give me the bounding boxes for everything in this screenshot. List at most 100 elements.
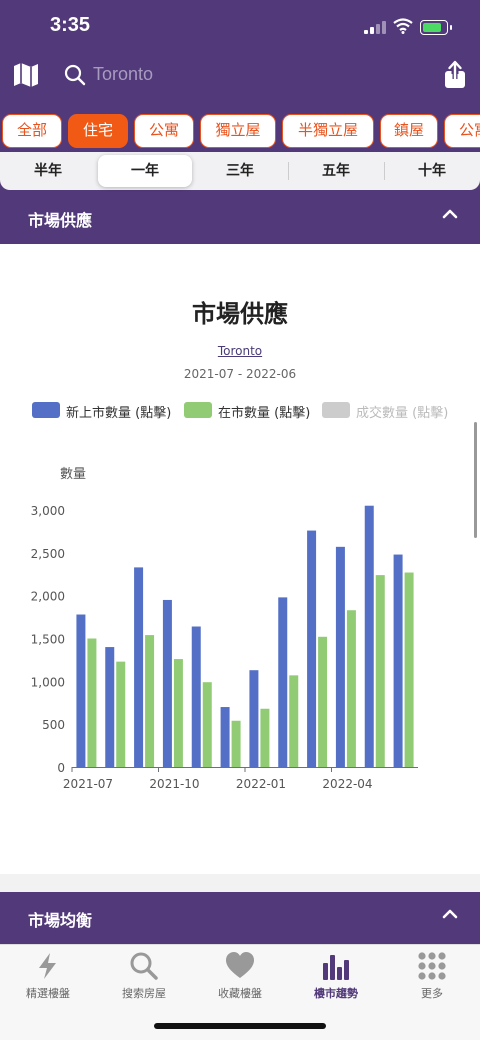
y-tick-label: 0 [57,761,65,775]
bar-active-listings [404,572,414,767]
bottom-tab-bar: 精選樓盤 搜索房屋 收藏樓盤 樓市趨勢 更多 [0,944,480,1040]
legend-swatch [322,402,350,418]
category-chip-residential[interactable]: 住宅 [68,114,128,148]
legend-label: 在市數量 (點擊) [218,406,311,421]
y-tick-label: 1,500 [31,633,65,647]
bar-active-listings [145,635,155,767]
period-option-five-years[interactable]: 五年 [322,163,350,179]
tab-featured[interactable]: 精選樓盤 [0,945,96,1005]
category-chip-all[interactable]: 全部 [2,114,62,148]
bar-new-listings [220,707,230,767]
bar-active-listings [87,638,97,767]
bar-active-listings [260,708,270,767]
bar-new-listings [307,530,317,767]
market-supply-card: 市場供應 Toronto 2021-07 - 2022-06 新上市數量 (點擊… [0,244,480,875]
wifi-icon [393,18,413,34]
period-option-one-year[interactable]: 一年 [98,155,192,187]
chevron-up-icon[interactable] [442,908,458,920]
period-option-ten-years[interactable]: 十年 [418,163,446,179]
x-tick-label: 2021-07 [63,777,113,791]
bar-new-listings [393,554,403,767]
legend-item-active-listings[interactable]: 在市數量 (點擊) [184,402,318,421]
section-header-market-supply[interactable]: 市場供應 [0,192,480,244]
section-spacer [0,874,480,892]
cellular-signal-icon [364,20,386,34]
chart-title: 市場供應 [192,300,288,328]
tab-search[interactable]: 搜索房屋 [96,945,192,1005]
bar-new-listings [76,614,86,767]
date-range: 2021-07 - 2022-06 [183,367,297,381]
search-placeholder: Toronto [93,64,154,84]
bolt-icon [39,953,56,979]
bar-active-listings [116,661,126,767]
grid-dots-icon [418,952,446,980]
scroll-indicator [474,422,477,538]
bar-active-listings [289,675,299,767]
period-segmented-control: 半年 一年 三年 五年 十年 [0,152,480,190]
legend-item-sold[interactable]: 成交數量 (點擊) [322,402,452,421]
category-filter-bar: 全部 住宅 公寓 獨立屋 半獨立屋 鎮屋 公寓 [0,112,480,152]
period-selector-bar: 半年 一年 三年 五年 十年 [0,152,480,192]
y-tick-label: 1,000 [31,675,65,689]
bar-new-listings [364,505,374,767]
tab-market-trends[interactable]: 樓市趨勢 [288,945,384,1005]
tab-favorites[interactable]: 收藏樓盤 [192,945,288,1005]
bar-active-listings [173,659,183,767]
period-option-three-years[interactable]: 三年 [226,163,254,179]
status-time: 3:35 [50,14,91,36]
y-tick-label: 3,000 [31,504,65,518]
section-title: 市場供應 [28,211,93,230]
search-icon [64,64,86,86]
bar-new-listings [278,597,288,767]
legend-swatch [32,402,60,418]
category-chip-condo-2[interactable]: 公寓 [444,114,480,148]
share-icon[interactable] [442,60,468,90]
bar-new-listings [335,546,345,767]
chevron-up-icon[interactable] [442,208,458,220]
y-tick-label: 2,500 [31,547,65,561]
legend-swatch [184,402,212,418]
category-chip-detached[interactable]: 獨立屋 [200,114,276,148]
search-input[interactable]: Toronto [56,60,428,90]
y-axis-label: 數量 [60,467,86,482]
tab-label: 收藏樓盤 [218,987,262,1000]
tab-label: 樓市趨勢 [314,987,358,1000]
bar-new-listings [134,567,144,767]
bar-active-listings [375,575,385,767]
location-link[interactable]: Toronto [217,344,263,358]
bar-active-listings [202,682,212,767]
bar-new-listings [191,626,201,767]
home-indicator [154,1023,326,1029]
bar-chart-icon [323,955,349,980]
segment-divider [384,162,385,180]
tab-label: 更多 [421,987,443,1000]
x-tick-label: 2022-01 [236,777,286,791]
section-header-market-balance[interactable]: 市場均衡 [0,892,480,944]
category-chip-semi-detached[interactable]: 半獨立屋 [282,114,374,148]
tab-more[interactable]: 更多 [384,945,480,1005]
bar-active-listings [346,610,356,767]
status-bar: 3:35 [0,0,480,50]
x-tick-label: 2021-10 [149,777,199,791]
bar-new-listings [162,599,172,767]
search-icon [130,952,158,980]
y-tick-label: 2,000 [31,590,65,604]
map-icon[interactable] [12,62,40,88]
battery-icon [420,20,452,35]
supply-bar-chart: 數量 0 500 1,000 1,500 2,000 2,500 3,000 2021-07 20… [31,467,418,791]
period-option-half-year[interactable]: 半年 [34,163,62,179]
legend-label: 新上市數量 (點擊) [66,406,172,421]
bar-new-listings [249,670,259,767]
x-tick-label: 2022-04 [322,777,372,791]
y-tick-label: 500 [42,718,65,732]
category-chip-condo[interactable]: 公寓 [134,114,194,148]
category-chip-townhouse[interactable]: 鎮屋 [380,114,438,148]
bar-active-listings [231,720,241,767]
heart-icon [226,952,254,978]
section-title: 市場均衡 [28,911,93,930]
bar-new-listings [105,647,115,767]
app-bar: Toronto [0,50,480,112]
bar-active-listings [318,636,328,767]
legend-item-new-listings[interactable]: 新上市數量 (點擊) [32,402,182,421]
tab-label: 搜索房屋 [122,987,166,1000]
